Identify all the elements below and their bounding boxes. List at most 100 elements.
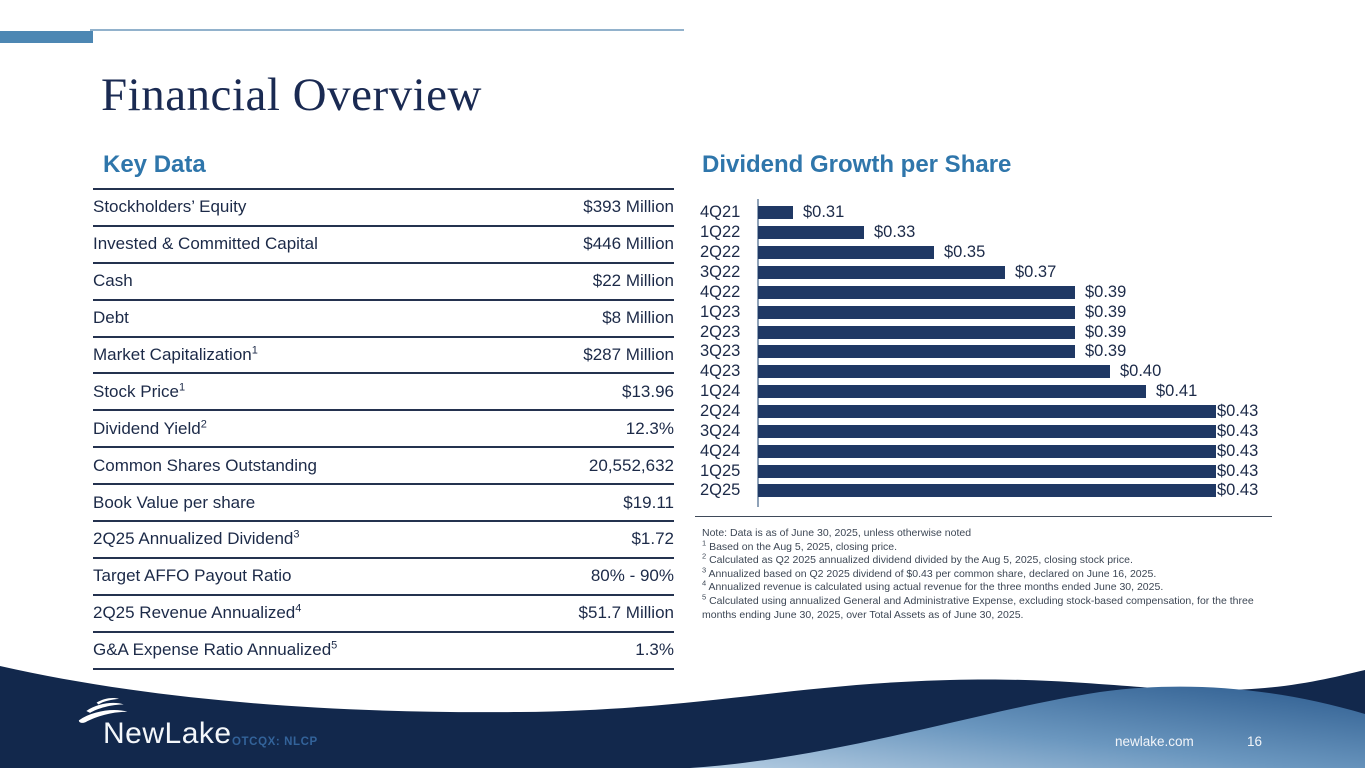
chart-bar [758,325,1075,339]
chart-bar [758,405,1216,419]
table-row: Invested & Committed Capital $446 Million [93,227,674,264]
row-label: Book Value per share [93,492,256,512]
chart-category-label: 2Q23 [700,322,741,341]
chart-category-label: 4Q24 [700,441,741,460]
chart-category-label: 3Q22 [700,263,741,281]
chart-row: 2Q24 $0.43 [700,402,1300,422]
table-row: Stock Price1 $13.96 [93,374,674,412]
ticker-label: OTCQX: NLCP [232,736,318,748]
chart-value-label: $0.40 [1120,362,1162,381]
row-value: $51.7 Million [578,603,674,623]
row-label: 2Q25 Revenue Annualized4 [93,602,302,623]
page-title: Financial Overview [101,69,482,121]
chart-row: 3Q23 $0.39 [700,342,1300,362]
row-value: 12.3% [625,418,674,438]
footnotes: Note: Data is as of June 30, 2025, unles… [702,527,1274,622]
table-row: Dividend Yield2 12.3% [93,411,674,449]
website-link[interactable]: newlake.com [1115,734,1194,749]
table-row: Target AFFO Payout Ratio 80% - 90% [93,559,674,596]
row-label: Stockholders’ Equity [93,197,247,217]
chart-row: 2Q22 $0.35 [700,243,1300,263]
chart-bar [758,385,1146,399]
chart-value-label: $0.33 [874,223,916,242]
table-row: Common Shares Outstanding 20,552,632 [93,448,674,486]
chart-value-label: $0.43 [1217,421,1259,440]
chart-value-label: $0.35 [944,243,986,262]
chart-bar [758,285,1075,299]
row-value: $287 Million [583,345,674,364]
chart-divider-line [695,516,1272,517]
newlake-logo: NewLake [72,697,292,759]
chart-bar [758,345,1075,359]
footer-wave-graphic [0,666,1365,768]
chart-category-label: 2Q22 [700,243,741,262]
table-row: Market Capitalization1 $287 Million [93,338,674,375]
chart-value-label: $0.43 [1217,461,1259,480]
chart-value-label: $0.43 [1217,441,1259,460]
row-label: Debt [93,308,129,328]
row-label: Stock Price1 [93,381,186,401]
footnote-line: 3 Annualized based on Q2 2025 dividend o… [702,565,1157,580]
row-label: Target AFFO Payout Ratio [93,566,292,586]
table-row: Stockholders’ Equity $393 Million [93,190,674,227]
chart-row: 1Q24 $0.41 [700,382,1300,402]
key-data-table: Stockholders’ Equity $393 Million Invested… [93,188,674,670]
table-row: 2Q25 Revenue Annualized4 $51.7 Million [93,596,674,633]
footnote-line: 1 Based on the Aug 5, 2025, closing pric… [702,538,898,553]
table-row: Debt $8 Million [93,301,674,338]
footnote-line: 2 Calculated as Q2 2025 annualized divid… [702,551,1133,567]
chart-bar [758,246,934,260]
row-value: 1.3% [635,640,674,660]
row-value: $393 Million [583,197,674,217]
header-accent-line [90,29,684,31]
chart-value-label: $0.31 [803,203,845,222]
row-label: G&A Expense Ratio Annualized5 [93,639,338,660]
chart-bar [758,226,864,240]
table-row: G&A Expense Ratio Annualized5 1.3% [93,633,674,670]
chart-category-label: 3Q23 [700,342,741,361]
chart-bar [758,266,1005,279]
chart-row: 4Q24 $0.43 [700,441,1300,461]
chart-category-label: 4Q23 [700,362,741,381]
row-label: 2Q25 Annualized Dividend3 [93,528,300,549]
chart-value-label: $0.39 [1085,322,1127,341]
chart-row: 1Q22 $0.33 [700,223,1300,243]
row-label: Cash [93,271,133,291]
chart-category-label: 1Q24 [700,382,741,401]
chart-bar [758,464,1216,478]
chart-value-label: $0.39 [1085,302,1127,321]
chart-category-label: 4Q21 [700,203,741,222]
chart-row: 1Q23 $0.39 [700,302,1300,322]
chart-value-label: $0.43 [1217,402,1259,421]
chart-value-label: $0.39 [1085,282,1127,301]
chart-bar [758,444,1216,458]
row-value: $8 Million [602,308,674,328]
key-data-heading: Key Data [103,151,206,178]
chart-row: 4Q22 $0.39 [700,282,1300,302]
chart-row: 3Q24 $0.43 [700,421,1300,441]
row-label: Common Shares Outstanding [93,455,317,475]
logo-wordmark: NewLake [103,717,232,750]
chart-heading: Dividend Growth per Share [702,151,1012,178]
chart-bar [758,365,1110,379]
chart-category-label: 1Q22 [700,223,741,242]
chart-row: 2Q23 $0.39 [700,322,1300,342]
chart-bar [758,484,1216,498]
chart-row: 3Q22 $0.37 [700,263,1300,283]
row-value: $1.72 [631,529,674,549]
row-value: 20,552,632 [588,455,674,475]
row-label: Dividend Yield2 [93,418,207,438]
chart-category-label: 1Q23 [700,302,741,321]
chart-row: 1Q25 $0.43 [700,461,1300,481]
dividend-growth-chart: 4Q21 $0.31 1Q22 $0.33 2Q22 $0.35 3Q22 $0.37 4Q22… [700,203,1300,501]
row-value: $19.11 [623,492,674,512]
footnote-line: 4 Annualized revenue is calculated using… [702,578,1164,594]
row-label: Invested & Committed Capital [93,234,318,254]
header-accent-bar [0,31,93,43]
chart-category-label: 2Q24 [700,402,741,421]
wave-icon [78,697,128,723]
chart-category-label: 1Q25 [700,461,741,480]
chart-row: 4Q23 $0.40 [700,362,1300,382]
footnote-line: Note: Data is as of June 30, 2025, unles… [702,527,972,539]
chart-value-label: $0.41 [1156,382,1198,401]
